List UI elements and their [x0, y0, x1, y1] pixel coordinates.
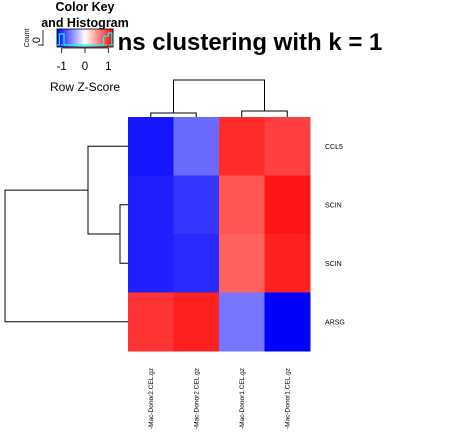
column-dendrogram-branch	[173, 79, 265, 113]
color-key-swatch	[83, 29, 86, 47]
row-dendrogram-branch	[4, 189, 128, 323]
color-key-swatch	[108, 29, 111, 47]
color-key-axis-label: Row Z-Score	[50, 80, 120, 94]
heatmap-cell	[173, 234, 220, 293]
color-key-swatch	[65, 29, 68, 47]
color-key-histogram-line	[57, 32, 113, 46]
row-label: SCIN	[325, 202, 342, 209]
color-key-tick-label: -1	[57, 61, 67, 73]
color-key-gradient	[56, 28, 114, 48]
color-key-swatch	[90, 29, 93, 47]
color-key-swatch	[79, 29, 82, 47]
color-key: -1 0 1 0 Color Key and Histogram Row Z-Scor…	[0, 0, 200, 94]
chart-title: ns clustering with k = 1	[118, 29, 383, 56]
heatmap-cell	[219, 292, 265, 352]
color-key-swatch	[76, 29, 79, 47]
color-key-swatch	[59, 29, 62, 47]
heatmap-cell	[219, 234, 265, 293]
heatmap-cell	[264, 234, 311, 293]
row-dendrogram-branch	[87, 145, 128, 235]
column-label: -Mac-Donor2.CEL.gz	[148, 368, 155, 429]
color-key-swatch	[111, 29, 114, 47]
color-key-swatch	[104, 29, 107, 47]
color-key-hist-label: Count	[24, 29, 31, 48]
color-key-swatch	[92, 29, 94, 47]
color-key-swatch	[57, 29, 59, 47]
row-label: ARSG	[325, 319, 345, 326]
color-key-count-tick-label: 0	[31, 37, 43, 43]
color-key-swatch	[78, 29, 80, 47]
column-dendrogram-branch	[150, 112, 197, 117]
column-label: -Mac-Donor1.CEL.gz	[284, 368, 291, 429]
color-key-swatch	[97, 29, 100, 47]
color-key-tick-label: 1	[105, 61, 111, 73]
column-label: -Mac-Donor1.CEL.gz	[239, 368, 246, 429]
heatmap-cell	[173, 175, 220, 235]
color-key-swatch	[73, 29, 76, 47]
color-key-swatch	[110, 29, 112, 47]
color-key-tick-label: 0	[82, 61, 88, 73]
color-key-swatch	[96, 29, 98, 47]
color-key-swatch	[93, 29, 96, 47]
heatmap-cell	[219, 117, 265, 176]
color-key-swatch	[100, 29, 103, 47]
heatmap-cell	[128, 175, 174, 235]
color-key-swatch	[107, 29, 110, 47]
color-key-swatch	[89, 29, 91, 47]
color-key-swatch	[86, 29, 89, 47]
heatmap-cells	[128, 117, 311, 352]
heatmap-cell	[128, 117, 174, 176]
color-key-background	[0, 0, 200, 32]
heatmap-cell	[128, 292, 174, 352]
color-key-swatch	[94, 29, 97, 47]
color-key-swatch	[80, 29, 83, 47]
color-key-frame	[56, 28, 114, 48]
dendrograms	[4, 79, 288, 323]
row-labels: CCL5 SCIN SCIN ARSG	[325, 144, 345, 327]
heatmap-cell	[264, 117, 311, 176]
column-dendrogram-branch	[241, 110, 288, 117]
color-key-swatch	[72, 29, 75, 47]
color-key-swatch	[87, 29, 90, 47]
heatmap-cell	[128, 234, 174, 293]
row-dendrogram-branch	[119, 204, 128, 264]
color-key-swatch	[82, 29, 84, 47]
color-key-title-line1: Color Key	[55, 0, 114, 14]
heatmap-cell	[173, 292, 220, 352]
color-key-swatch	[64, 29, 66, 47]
row-label: CCL5	[325, 144, 343, 151]
heatmap-cell	[264, 292, 311, 352]
color-key-axis: -1 0 1 0	[31, 30, 112, 73]
color-key-swatch	[75, 29, 77, 47]
color-key-swatch	[68, 29, 70, 47]
color-key-swatch	[71, 29, 73, 47]
color-key-swatch	[69, 29, 72, 47]
color-key-title-line2: and Histogram	[41, 16, 129, 30]
row-label: SCIN	[325, 261, 342, 268]
heatmap-cell	[219, 175, 265, 235]
heatmap-cell	[173, 117, 220, 176]
color-key-swatch	[99, 29, 101, 47]
column-label: -Mac-Donor2.CEL.gz	[193, 368, 200, 429]
color-key-swatch	[85, 29, 87, 47]
color-key-swatch	[66, 29, 69, 47]
color-key-histogram	[57, 32, 113, 46]
color-key-swatch	[101, 29, 104, 47]
heatmap-cell	[264, 175, 311, 235]
color-key-swatch	[106, 29, 108, 47]
color-key-swatch	[61, 29, 63, 47]
column-labels: -Mac-Donor2.CEL.gz -Mac-Donor2.CEL.gz -Mac…	[148, 368, 292, 429]
